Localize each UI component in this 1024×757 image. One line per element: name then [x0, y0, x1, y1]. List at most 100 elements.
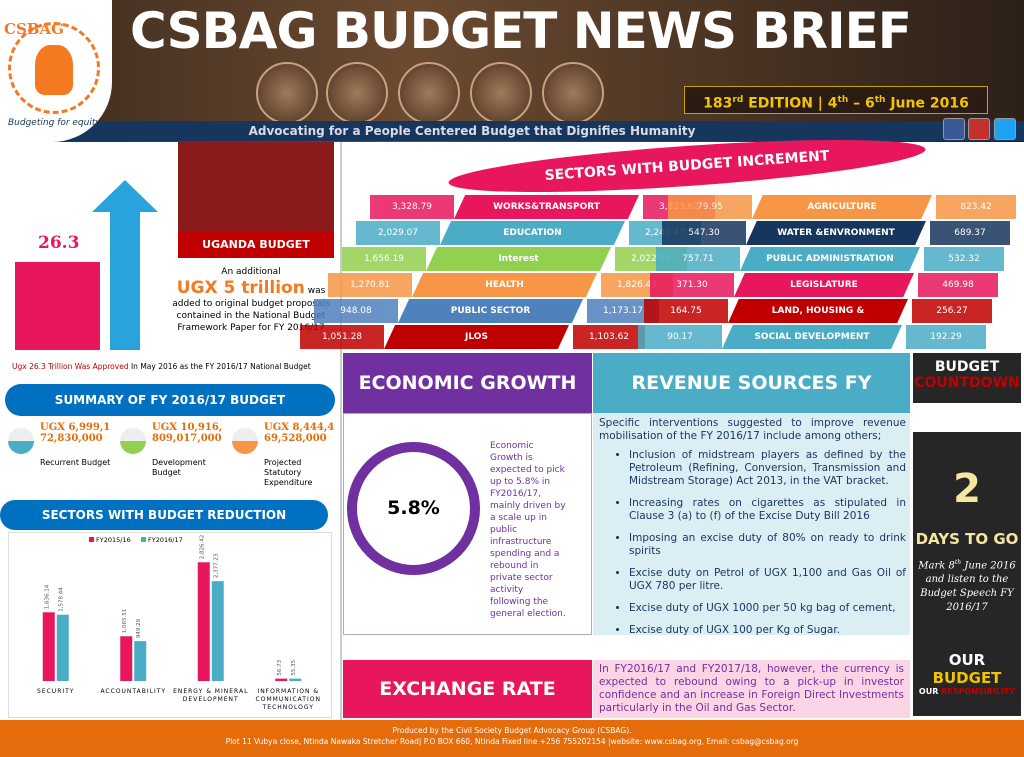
- summary-label: Development Budget: [152, 458, 206, 477]
- legend-label: FY2016/17: [148, 536, 183, 544]
- reduction-chart: FY2015/16 FY2016/17 SECURITY 1,636.14 1,578.…: [8, 532, 332, 718]
- revenue-item: Inclusion of midstream players as define…: [629, 449, 906, 488]
- revenue-item: Increasing rates on cigarettes as stipul…: [629, 497, 906, 523]
- revenue-intro: Specific interventions suggested to impr…: [599, 417, 906, 442]
- legend-swatch: [141, 537, 146, 542]
- x-tick-label: ENERGY & MINERAL DEVELOPMENT: [173, 688, 248, 703]
- bar: [289, 678, 302, 681]
- photo: [398, 62, 460, 124]
- photo: [326, 62, 388, 124]
- revenue-item: Imposing an excise duty of 80% on ready …: [629, 532, 906, 558]
- summary-amount: UGX 8,444,469,528,000: [264, 422, 335, 444]
- before-value: 948.08: [314, 299, 398, 323]
- bar: [197, 562, 210, 681]
- sector-name: Interest: [426, 247, 611, 271]
- twitter-icon[interactable]: [994, 118, 1016, 140]
- sector-name: HEALTH: [412, 273, 597, 297]
- before-value: 1,656.19: [342, 247, 426, 271]
- reduction-title: SECTORS WITH BUDGET REDUCTION: [0, 500, 328, 530]
- countdown-panel: 2 DAYS TO GO Mark 8th June 2016 and list…: [913, 432, 1021, 716]
- facebook-icon[interactable]: [943, 118, 965, 140]
- summary-title: SUMMARY OF FY 2016/17 BUDGET: [5, 384, 335, 416]
- approved: Ugx 26.3 Trillion Was Approved In May 20…: [12, 362, 311, 371]
- summary-amount: UGX 10,916,809,017,000: [152, 422, 223, 444]
- sector-name: PUBLIC ADMINISTRATION: [740, 247, 920, 271]
- before-value: 757.71: [656, 247, 740, 271]
- growth-title: ECONOMIC GROWTH: [343, 353, 592, 413]
- value-label: 1,636.14: [45, 584, 51, 609]
- logo-tagline: Budgeting for equity: [8, 118, 101, 128]
- value-label: 1,578.44: [59, 587, 65, 612]
- sector-name: EDUCATION: [440, 221, 625, 245]
- sector-name: AGRICULTURE: [752, 195, 932, 219]
- revenue-item: Excise duty of UGX 100 per Kg of Sugar.: [629, 624, 906, 637]
- sector-name: LEGISLATURE: [734, 273, 914, 297]
- youtube-icon[interactable]: [968, 118, 990, 140]
- book-label: UGANDA BUDGET 2016/17: [178, 232, 334, 277]
- value-label: 949.29: [136, 618, 142, 638]
- photo: [470, 62, 532, 124]
- before-value: 2,029.07: [356, 221, 440, 245]
- after-value: 823.42: [936, 195, 1016, 219]
- after-value: 192.29: [906, 325, 986, 349]
- revenue-item: Excise duty of UGX 1000 per 50 kg bag of…: [629, 602, 906, 615]
- x-tick-label: ACCOUNTABILITY: [100, 688, 166, 695]
- after-value: 469.98: [918, 273, 998, 297]
- before-value: 547.30: [662, 221, 746, 245]
- exchange-text: In FY2016/17 and FY2017/18, however, the…: [593, 660, 910, 718]
- bar: [275, 678, 288, 681]
- sector-name: LAND, HOUSING &: [728, 299, 908, 323]
- bar: [56, 614, 69, 681]
- summary-icon: [8, 428, 34, 454]
- before-value: 1,270.81: [328, 273, 412, 297]
- x-tick-label: SECURITY: [37, 688, 74, 695]
- growth-panel: [343, 413, 592, 635]
- sector-name: PUBLIC SECTOR: [398, 299, 583, 323]
- sector-name: WATER &ENVRONMENT: [746, 221, 926, 245]
- after-value: 532.32: [924, 247, 1004, 271]
- x-tick-label: INFORMATION & COMMUNICATION TECHNOLOGY: [256, 688, 321, 711]
- before-value: 1,051.28: [300, 325, 384, 349]
- summary-amount: UGX 6,999,172,830,000: [40, 422, 111, 444]
- before-value: 90.17: [638, 325, 722, 349]
- legend-label: FY2015/16: [96, 536, 131, 544]
- before-value: 371.30: [650, 273, 734, 297]
- after-value: 1,103.62: [573, 325, 645, 349]
- legend-swatch: [89, 537, 94, 542]
- value-label: 1,065.51: [122, 609, 128, 634]
- revenue-list: Inclusion of midstream players as define…: [599, 449, 906, 637]
- revenue-title: REVENUE SOURCES FY 2016/17: [593, 353, 910, 454]
- sector-name: JLOS: [384, 325, 569, 349]
- value-label: 2,826.42: [200, 535, 206, 560]
- logo: CSBAG Budgeting for equity: [0, 0, 112, 142]
- budget-text: An additional UGX 5 trillion was added t…: [172, 267, 330, 333]
- revenue-panel: Specific interventions suggested to impr…: [593, 413, 910, 637]
- total: 26.3: [38, 233, 80, 253]
- summary-icon: [232, 428, 258, 454]
- summary-label: Projected Statutory Expenditure: [264, 458, 313, 487]
- bar: [42, 612, 55, 681]
- sector-name: SOCIAL DEVELOPMENT: [722, 325, 902, 349]
- value-label: 55.35: [291, 659, 297, 675]
- before-value: 79.95: [668, 195, 752, 219]
- sector-name: WORKS&TRANSPORT: [454, 195, 639, 219]
- countdown-title: BUDGET COUNTDOWN: [913, 353, 1021, 403]
- after-value: 689.37: [930, 221, 1010, 245]
- increase-arrow: [92, 180, 158, 350]
- bar: [120, 636, 133, 681]
- photo: [542, 62, 604, 124]
- budget-book: [178, 142, 334, 234]
- summary-label: Recurrent Budget: [40, 458, 111, 467]
- logo-text: CSBAG: [4, 20, 64, 38]
- growth-value: 5.8%: [347, 442, 480, 575]
- summary-icon: [120, 428, 146, 454]
- total-bar: [15, 262, 100, 350]
- before-value: 3,328.79: [370, 195, 454, 219]
- before-value: 164.75: [644, 299, 728, 323]
- footer: Produced by the Civil Society Budget Adv…: [0, 720, 1024, 757]
- edition: 183rd EDITION | 4th – 6th June 2016: [684, 86, 988, 114]
- bar: [211, 581, 224, 681]
- value-label: 2,377.23: [214, 553, 220, 578]
- bar: [134, 641, 147, 681]
